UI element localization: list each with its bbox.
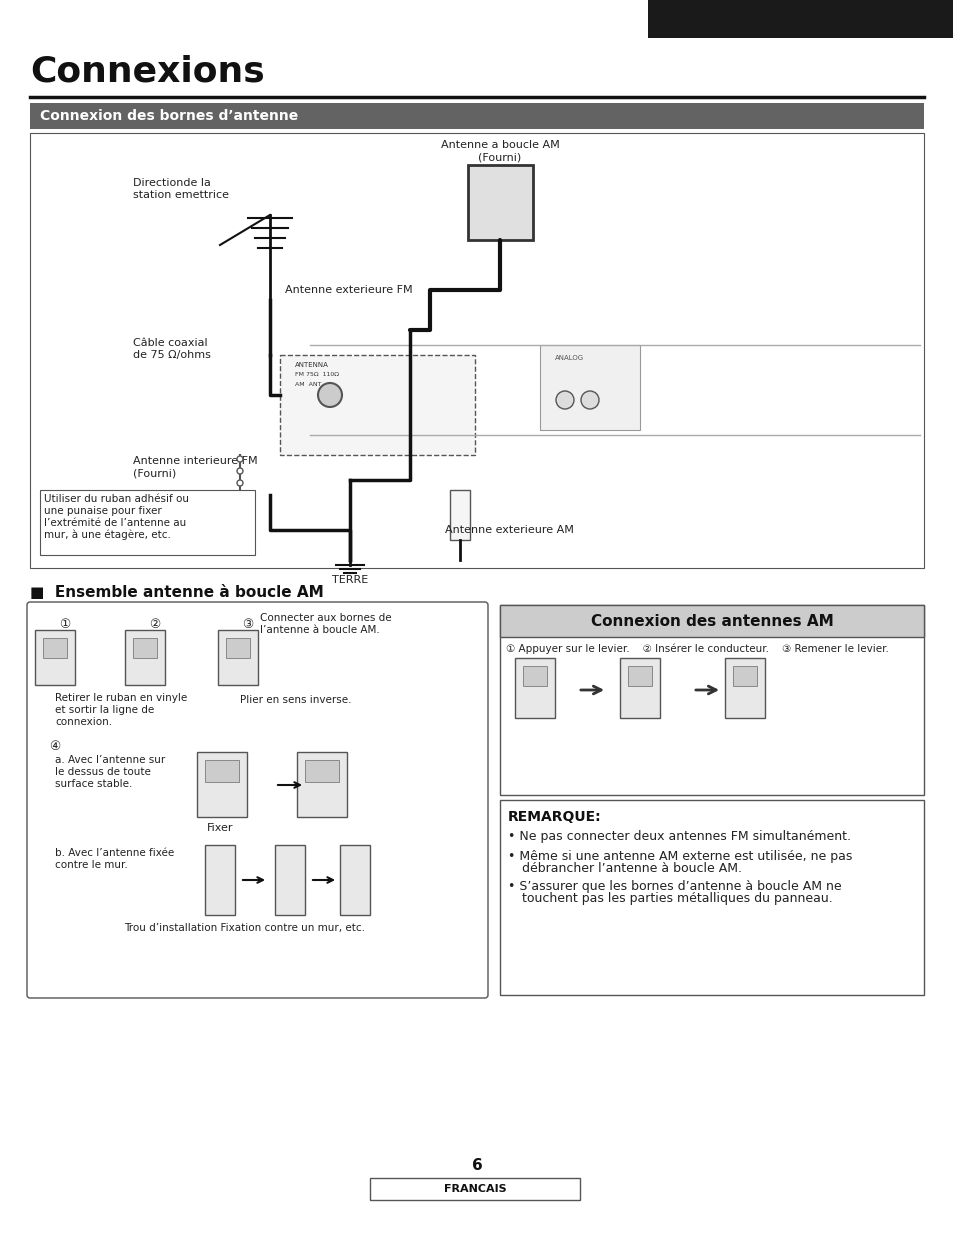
Text: Antenne exterieure AM: Antenne exterieure AM: [444, 524, 574, 534]
FancyBboxPatch shape: [27, 602, 488, 998]
Text: FRANCAIS: FRANCAIS: [764, 12, 834, 26]
Text: ②: ②: [150, 618, 160, 631]
Text: Antenne interieure FM: Antenne interieure FM: [132, 456, 257, 466]
Text: Connexions: Connexions: [30, 54, 265, 89]
Text: mur, à une étagère, etc.: mur, à une étagère, etc.: [44, 529, 171, 541]
Text: de 75 Ω/ohms: de 75 Ω/ohms: [132, 350, 211, 360]
Circle shape: [236, 456, 243, 461]
Text: Directionde la: Directionde la: [132, 178, 211, 188]
Bar: [539, 345, 639, 430]
Text: Retirer le ruban en vinyle: Retirer le ruban en vinyle: [55, 693, 187, 703]
Text: REMARQUE:: REMARQUE:: [507, 810, 601, 824]
Bar: [339, 845, 370, 915]
Text: débrancher l’antenne à boucle AM.: débrancher l’antenne à boucle AM.: [521, 862, 741, 875]
Text: (Fourni): (Fourni): [477, 153, 521, 163]
Text: ③: ③: [242, 618, 253, 631]
Text: FM 75Ω  110Ω: FM 75Ω 110Ω: [294, 372, 338, 377]
Bar: [522, 666, 546, 687]
Text: TERRE: TERRE: [332, 575, 368, 585]
Text: le dessus de toute: le dessus de toute: [55, 767, 151, 777]
Bar: [515, 658, 555, 717]
Bar: [125, 630, 165, 685]
Text: ■  Ensemble antenne à boucle AM: ■ Ensemble antenne à boucle AM: [30, 585, 323, 600]
Bar: [43, 638, 67, 658]
Bar: [647, 0, 953, 38]
Text: (Fourni): (Fourni): [132, 468, 176, 477]
Bar: [296, 752, 347, 816]
Text: Connecter aux bornes de: Connecter aux bornes de: [260, 614, 392, 623]
Bar: [280, 355, 475, 455]
Bar: [619, 658, 659, 717]
Text: ④: ④: [50, 740, 61, 753]
Bar: [30, 103, 923, 129]
Text: • Même si une antenne AM externe est utilisée, ne pas: • Même si une antenne AM externe est uti…: [507, 850, 851, 863]
Text: connexion.: connexion.: [55, 717, 112, 727]
Text: Antenne exterieure FM: Antenne exterieure FM: [285, 285, 413, 294]
Text: • Ne pas connecter deux antennes FM simultanément.: • Ne pas connecter deux antennes FM simu…: [507, 830, 850, 842]
Bar: [450, 490, 470, 541]
Bar: [305, 760, 338, 782]
Circle shape: [236, 480, 243, 486]
Bar: [499, 800, 923, 995]
Text: ① Appuyer sur le levier.    ② Insérer le conducteur.    ③ Remener le levier.: ① Appuyer sur le levier. ② Insérer le co…: [505, 643, 888, 653]
Bar: [40, 490, 254, 555]
Bar: [132, 638, 157, 658]
Bar: [196, 752, 247, 816]
Text: Antenne a boucle AM: Antenne a boucle AM: [440, 140, 558, 150]
Circle shape: [580, 391, 598, 409]
Text: et sortir la ligne de: et sortir la ligne de: [55, 705, 154, 715]
Bar: [205, 845, 234, 915]
Bar: [274, 845, 305, 915]
Bar: [370, 1178, 579, 1200]
Circle shape: [317, 383, 341, 407]
Bar: [732, 666, 757, 687]
Text: Trou d’installation Fixation contre un mur, etc.: Trou d’installation Fixation contre un m…: [125, 923, 365, 933]
Bar: [627, 666, 651, 687]
Bar: [218, 630, 257, 685]
Text: surface stable.: surface stable.: [55, 779, 132, 789]
Bar: [226, 638, 250, 658]
Bar: [30, 134, 923, 568]
Text: l’extrémité de l’antenne au: l’extrémité de l’antenne au: [44, 518, 186, 528]
Text: l’antenne à boucle AM.: l’antenne à boucle AM.: [260, 625, 379, 635]
Text: contre le mur.: contre le mur.: [55, 860, 128, 870]
Text: AM  ANT: AM ANT: [294, 382, 321, 387]
Text: station emettrice: station emettrice: [132, 190, 229, 200]
Circle shape: [236, 468, 243, 474]
Text: FRANCAIS: FRANCAIS: [443, 1184, 506, 1194]
Text: a. Avec l’antenne sur: a. Avec l’antenne sur: [55, 755, 165, 764]
Text: ANALOG: ANALOG: [555, 355, 583, 361]
Text: b. Avec l’antenne fixée: b. Avec l’antenne fixée: [55, 849, 174, 858]
Bar: [724, 658, 764, 717]
Circle shape: [556, 391, 574, 409]
Bar: [499, 605, 923, 795]
Bar: [468, 165, 533, 240]
Text: Connexion des antennes AM: Connexion des antennes AM: [590, 614, 833, 628]
Text: touchent pas les parties métalliques du panneau.: touchent pas les parties métalliques du …: [521, 892, 832, 905]
Text: une punaise pour fixer: une punaise pour fixer: [44, 506, 162, 516]
Bar: [205, 760, 239, 782]
Text: Utiliser du ruban adhésif ou: Utiliser du ruban adhésif ou: [44, 494, 189, 503]
Text: ①: ①: [59, 618, 71, 631]
Text: Plier en sens inverse.: Plier en sens inverse.: [240, 695, 351, 705]
Text: • S’assurer que les bornes d’antenne à boucle AM ne: • S’assurer que les bornes d’antenne à b…: [507, 880, 841, 893]
Bar: [499, 605, 923, 637]
Text: Connexion des bornes d’antenne: Connexion des bornes d’antenne: [40, 109, 298, 122]
Text: ANTENNA: ANTENNA: [294, 362, 329, 367]
Bar: [35, 630, 75, 685]
Text: Câble coaxial: Câble coaxial: [132, 338, 208, 348]
Text: Fixer: Fixer: [207, 823, 233, 833]
Text: 6: 6: [471, 1158, 482, 1173]
